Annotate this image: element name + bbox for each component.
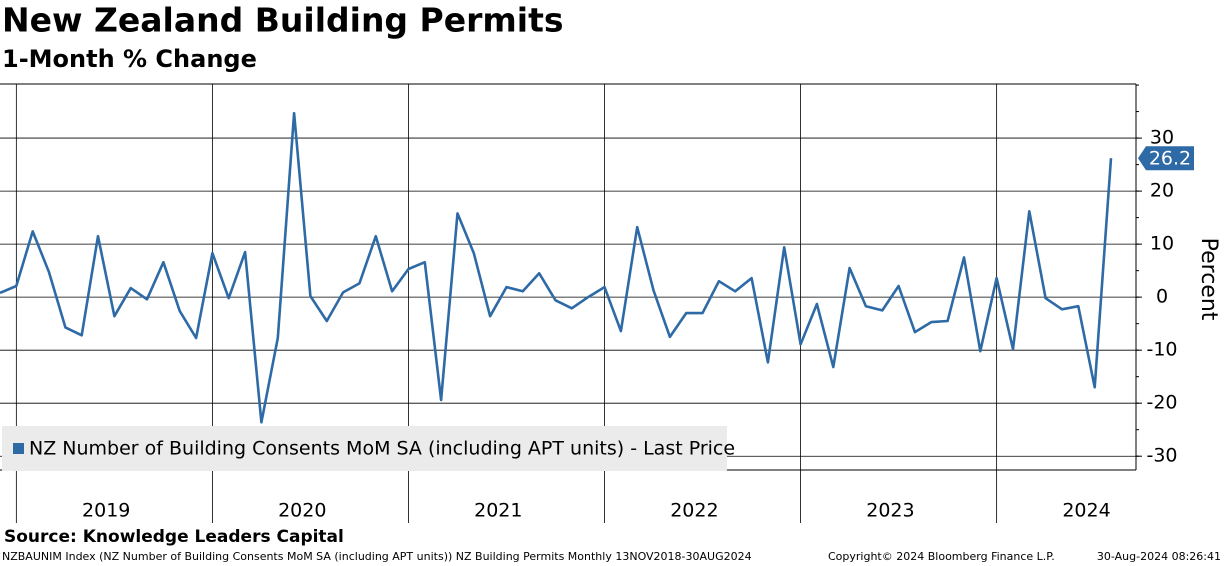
y-tick-label: 20 bbox=[1150, 180, 1174, 202]
x-tick-label: 2023 bbox=[866, 500, 914, 522]
y-tick-label: 0 bbox=[1156, 286, 1168, 308]
y-tick-label: -10 bbox=[1146, 339, 1177, 361]
x-tick-label: 2019 bbox=[82, 500, 130, 522]
y-axis-label: Percent bbox=[1196, 238, 1221, 321]
legend-label: NZ Number of Building Consents MoM SA (i… bbox=[29, 438, 735, 460]
source: Source: Knowledge Leaders Capital bbox=[4, 527, 344, 547]
y-tick-label: 30 bbox=[1150, 127, 1174, 149]
y-tick-label: 10 bbox=[1150, 233, 1174, 255]
x-tick-label: 2021 bbox=[474, 500, 522, 522]
legend-swatch bbox=[13, 443, 24, 454]
line-series bbox=[0, 111, 1113, 424]
timestamp: 30-Aug-2024 08:26:41 bbox=[1097, 550, 1221, 563]
y-tick-label: -20 bbox=[1146, 392, 1177, 414]
x-tick-label: 2020 bbox=[278, 500, 326, 522]
chart-title: New Zealand Building Permits bbox=[2, 1, 564, 40]
last-value-label: 26.2 bbox=[1149, 148, 1191, 170]
x-tick-label: 2024 bbox=[1062, 500, 1110, 522]
copyright: Copyright© 2024 Bloomberg Finance L.P. bbox=[828, 550, 1055, 563]
y-tick-label: -30 bbox=[1146, 445, 1177, 467]
legend-box bbox=[2, 426, 727, 471]
footer: NZBAUNIM Index (NZ Number of Building Co… bbox=[2, 550, 752, 563]
x-tick-label: 2022 bbox=[670, 500, 718, 522]
chart-subtitle: 1-Month % Change bbox=[2, 45, 257, 73]
last-value-box bbox=[1138, 146, 1194, 171]
